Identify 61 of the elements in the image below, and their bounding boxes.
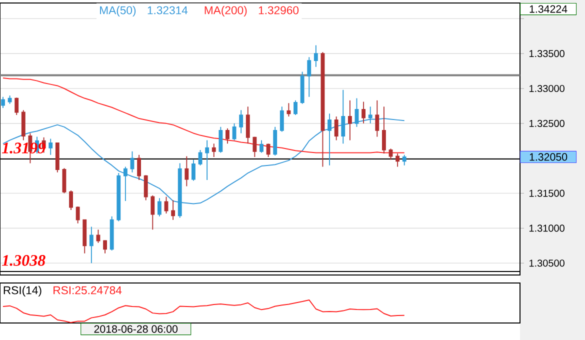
chart-title: RSI(14) [4,286,42,296]
candlestick [69,190,73,211]
candlestick [252,136,257,158]
candlestick [307,56,312,98]
candlestick [273,126,278,156]
candlestick [157,198,162,217]
candlestick [218,126,223,154]
ref-line-label: 1.3038 [2,255,46,266]
candlestick [171,200,176,220]
candlestick [150,194,155,230]
candlestick [123,166,128,202]
candlestick [76,206,80,224]
annotation: 1.32314 [148,6,188,14]
candlestick [226,128,230,144]
candlestick [192,159,196,182]
candlestick [294,100,298,116]
series-label: RSI:25.24784 [54,286,122,294]
candlestick [212,143,216,158]
candlestick [232,122,236,141]
y-tick-label: 1.31000 [529,224,564,232]
candlestick [110,216,114,252]
candlestick [62,168,66,194]
candlestick [55,142,60,173]
candlestick [334,116,338,141]
candlestick [382,106,386,154]
y-tick-label: 1.32500 [529,120,564,127]
candlestick [314,44,318,68]
candlestick [8,95,12,104]
y-tick-label: 1.30500 [529,260,564,267]
candlestick [103,240,108,254]
candlestick [21,110,26,141]
candlestick [348,100,352,141]
candlestick [48,138,53,156]
candlestick [286,102,291,117]
candlestick [144,174,148,201]
candlestick [266,143,270,158]
candlestick [1,96,5,109]
y-tick-label: 1.33500 [529,50,564,58]
text: MA(50) [100,6,136,16]
candlestick [239,110,244,134]
candlestick [280,106,284,132]
candlestick [396,152,400,168]
candlestick [260,140,264,154]
text: 2018-06-28 06:00 [94,325,178,333]
candlestick [82,219,87,254]
candlestick [14,97,19,116]
candlestick [402,154,406,166]
text: 1.32050 [530,153,568,161]
candlestick [375,100,380,138]
candlestick [300,71,304,104]
y-tick-label: 1.33000 [529,84,564,92]
candlestick [205,140,210,180]
annotation: 1.32960 [258,6,299,14]
text: MA(200) [204,6,247,16]
y-tick-label: 1.31500 [529,190,564,197]
candlestick [362,101,366,124]
candlestick [89,226,94,264]
candlestick [137,154,142,180]
text: 1.34224 [530,5,568,13]
candlestick [184,156,189,187]
candlestick [246,106,250,144]
